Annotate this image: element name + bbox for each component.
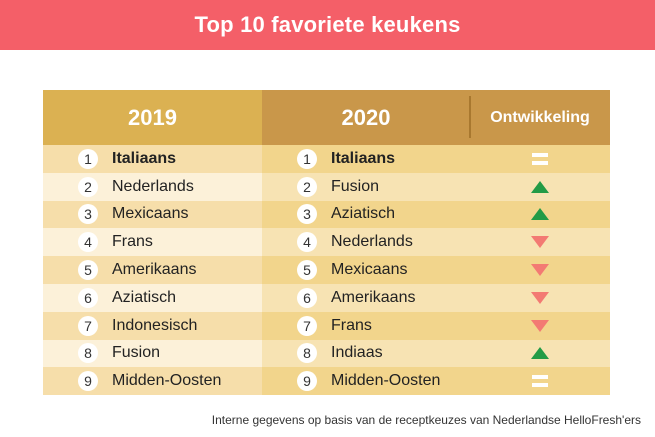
cell-2020: 7 Frans	[262, 311, 470, 340]
cuisine-name-2019: Midden-Oosten	[112, 372, 222, 390]
rank-badge: 6	[297, 287, 317, 308]
page-title: Top 10 favoriete keukens	[194, 12, 461, 37]
cell-2020: 5 Mexicaans	[262, 256, 470, 284]
ranking-table: 2019 2020 Ontwikkeling 1 Italiaans 1 Italia…	[43, 90, 610, 396]
cuisine-name-2020: Nederlands	[331, 233, 413, 251]
cell-2019: 6 Aziatisch	[43, 283, 262, 312]
rank-badge: 6	[78, 287, 98, 308]
cell-2020: 9 Midden-Oosten	[262, 367, 470, 396]
cell-2020: 8 Indiaas	[262, 339, 470, 368]
cuisine-name-2019: Indonesisch	[112, 316, 198, 334]
cell-2019: 8 Fusion	[43, 339, 262, 368]
cell-2020: 6 Amerikaans	[262, 283, 470, 312]
rank-badge: 3	[297, 204, 317, 225]
cell-2020: 1 Italiaans	[262, 145, 470, 173]
down-arrow-icon	[531, 291, 549, 304]
cell-development	[470, 283, 610, 312]
rank-badge: 9	[297, 371, 317, 392]
footnote: Interne gegevens op basis van de receptk…	[211, 413, 641, 427]
table-row: 7 Indonesisch 7 Frans	[43, 311, 610, 340]
table-row: 2 Nederlands 2 Fusion	[43, 172, 610, 201]
rank-badge: 5	[78, 260, 98, 281]
table-row: 6 Aziatisch 6 Amerikaans	[43, 283, 610, 312]
header-2020: 2020	[341, 104, 391, 130]
cell-2019: 1 Italiaans	[43, 145, 262, 173]
up-arrow-icon	[531, 347, 549, 360]
cuisine-name-2020: Midden-Oosten	[331, 372, 441, 390]
cuisine-name-2020: Aziatisch	[331, 205, 396, 223]
header-development: Ontwikkeling	[490, 108, 590, 126]
table-row: 4 Frans 4 Nederlands	[43, 228, 610, 257]
cuisine-name-2020: Amerikaans	[331, 288, 416, 306]
cell-development	[470, 145, 610, 173]
table-row: 5 Amerikaans 5 Mexicaans	[43, 256, 610, 284]
cuisine-name-2020: Frans	[331, 316, 372, 334]
rank-badge: 2	[297, 176, 317, 197]
table-row: 1 Italiaans 1 Italiaans	[43, 145, 610, 173]
rank-badge: 1	[297, 148, 317, 169]
cuisine-name-2019: Aziatisch	[112, 288, 177, 306]
up-arrow-icon	[531, 180, 549, 193]
cell-2020: 4 Nederlands	[262, 228, 470, 257]
header-2019: 2019	[43, 90, 262, 145]
equal-icon	[532, 375, 548, 388]
cuisine-name-2019: Amerikaans	[112, 261, 197, 279]
table-row: 9 Midden-Oosten 9 Midden-Oosten	[43, 367, 610, 396]
cell-development	[470, 311, 610, 340]
cell-development	[470, 172, 610, 201]
cuisine-name-2020: Indiaas	[331, 344, 383, 362]
cuisine-name-2020: Mexicaans	[331, 261, 408, 279]
table-row: 3 Mexicaans 3 Aziatisch	[43, 200, 610, 229]
cuisine-name-2020: Fusion	[331, 177, 380, 195]
table-header: 2019 2020 Ontwikkeling	[43, 90, 610, 145]
rank-badge: 4	[297, 232, 317, 253]
cell-2019: 7 Indonesisch	[43, 311, 262, 340]
header-divider	[469, 96, 471, 138]
title-banner: Top 10 favoriete keukens	[0, 0, 655, 50]
cuisine-name-2019: Italiaans	[112, 149, 177, 167]
cuisine-name-2019: Mexicaans	[112, 205, 189, 223]
rank-badge: 7	[297, 315, 317, 336]
cell-2019: 4 Frans	[43, 228, 262, 257]
rank-badge: 8	[297, 343, 317, 364]
rank-badge: 8	[78, 343, 98, 364]
cell-development	[470, 200, 610, 229]
rank-badge: 5	[297, 260, 317, 281]
down-arrow-icon	[531, 319, 549, 332]
rank-badge: 9	[78, 371, 98, 392]
rank-badge: 4	[78, 232, 98, 253]
cell-2020: 3 Aziatisch	[262, 200, 470, 229]
cuisine-name-2019: Nederlands	[112, 177, 194, 195]
cuisine-name-2020: Italiaans	[331, 149, 396, 167]
up-arrow-icon	[531, 208, 549, 221]
rank-badge: 1	[78, 148, 98, 169]
cell-2019: 5 Amerikaans	[43, 256, 262, 284]
rank-badge: 7	[78, 315, 98, 336]
cell-development	[470, 339, 610, 368]
rank-badge: 3	[78, 204, 98, 225]
cell-development	[470, 256, 610, 284]
table-body: 1 Italiaans 1 Italiaans 2 Nederlands 2 Fusion 3 M…	[43, 145, 610, 396]
cuisine-name-2019: Fusion	[112, 344, 161, 362]
header-right: 2020 Ontwikkeling	[262, 90, 610, 145]
rank-badge: 2	[78, 176, 98, 197]
down-arrow-icon	[531, 264, 549, 277]
cuisine-name-2019: Frans	[112, 233, 153, 251]
cell-2019: 9 Midden-Oosten	[43, 367, 262, 396]
table-row: 8 Fusion 8 Indiaas	[43, 339, 610, 368]
equal-icon	[532, 152, 548, 165]
cell-2020: 2 Fusion	[262, 172, 470, 201]
cell-2019: 3 Mexicaans	[43, 200, 262, 229]
cell-development	[470, 228, 610, 257]
cell-2019: 2 Nederlands	[43, 172, 262, 201]
down-arrow-icon	[531, 236, 549, 249]
cell-development	[470, 367, 610, 396]
